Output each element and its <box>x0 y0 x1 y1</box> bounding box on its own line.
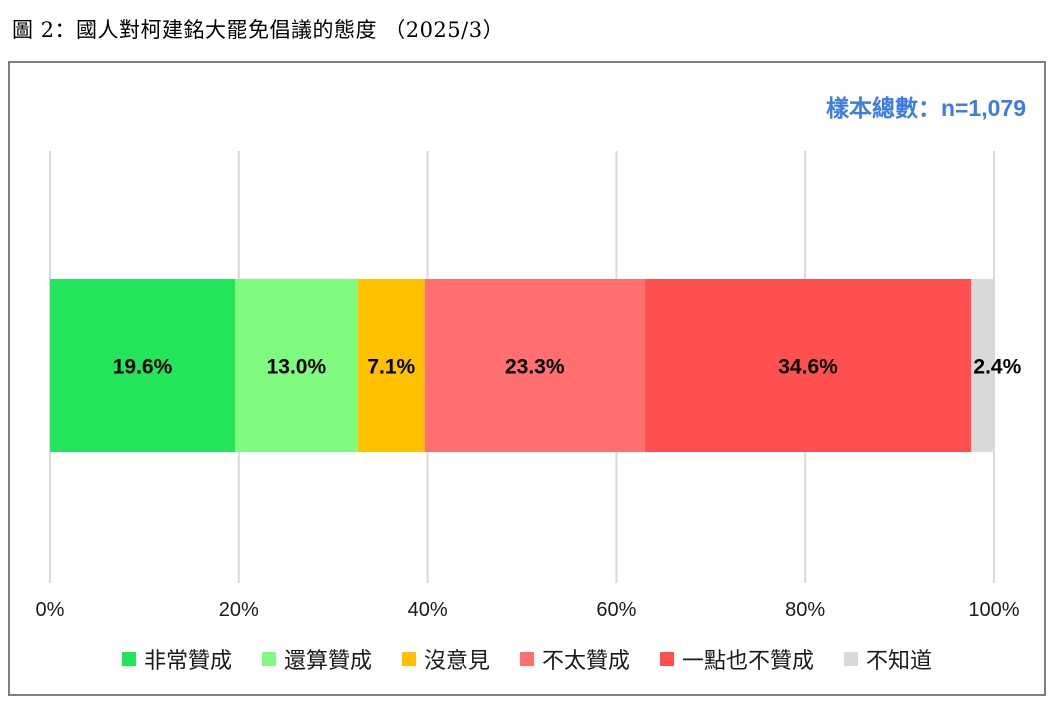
x-tick-label: 20% <box>219 599 259 621</box>
figure-title: 圖 2：國人對柯建銘大罷免倡議的態度 （2025/3） <box>12 18 505 42</box>
legend-swatch <box>844 652 859 666</box>
x-tick-label: 100% <box>968 599 1019 621</box>
legend-label: 非常贊成 <box>144 649 232 674</box>
legend-label: 一點也不贊成 <box>682 649 814 674</box>
legend: 非常贊成 還算贊成 沒意見 不太贊成 一點也不贊成 不知道 <box>121 649 932 674</box>
x-tick-label: 60% <box>596 599 636 621</box>
stacked-bar <box>50 279 994 452</box>
x-tick-label: 40% <box>408 599 448 621</box>
bar-segment <box>424 279 645 452</box>
data-label: 13.0% <box>267 356 327 379</box>
legend-swatch <box>261 652 276 666</box>
bar-segment <box>50 279 236 452</box>
data-label: 34.6% <box>778 356 838 379</box>
bar-segment <box>971 279 994 452</box>
data-label: 23.3% <box>505 356 565 379</box>
data-label: 19.6% <box>113 356 173 379</box>
data-label: 7.1% <box>367 356 415 379</box>
legend-label: 沒意見 <box>424 649 490 674</box>
legend-swatch <box>121 652 136 666</box>
legend-label: 不知道 <box>866 649 932 674</box>
data-label: 2.4% <box>973 356 1021 379</box>
sample-size-note: 樣本總數：n=1,079 <box>826 95 1026 121</box>
legend-label: 還算贊成 <box>284 649 372 674</box>
chart-frame: 19.6% 13.0% 7.1% 23.3% 34.6% 2.4% 0% 20% 40% 60%… <box>8 61 1046 696</box>
x-tick-label: 0% <box>36 599 65 621</box>
legend-swatch <box>401 652 416 666</box>
bar-segment <box>357 279 425 452</box>
legend-swatch <box>520 652 534 666</box>
chart-svg: 19.6% 13.0% 7.1% 23.3% 34.6% 2.4% 0% 20% 40% 60%… <box>36 95 1026 674</box>
x-tick-label: 80% <box>785 599 825 621</box>
bar-segment <box>644 279 972 452</box>
x-axis-ticks: 0% 20% 40% 60% 80% 100% <box>36 599 1020 621</box>
legend-swatch <box>660 652 675 666</box>
data-labels: 19.6% 13.0% 7.1% 23.3% 34.6% 2.4% <box>113 356 1022 379</box>
bar-segment <box>235 279 358 452</box>
legend-label: 不太贊成 <box>542 649 630 674</box>
